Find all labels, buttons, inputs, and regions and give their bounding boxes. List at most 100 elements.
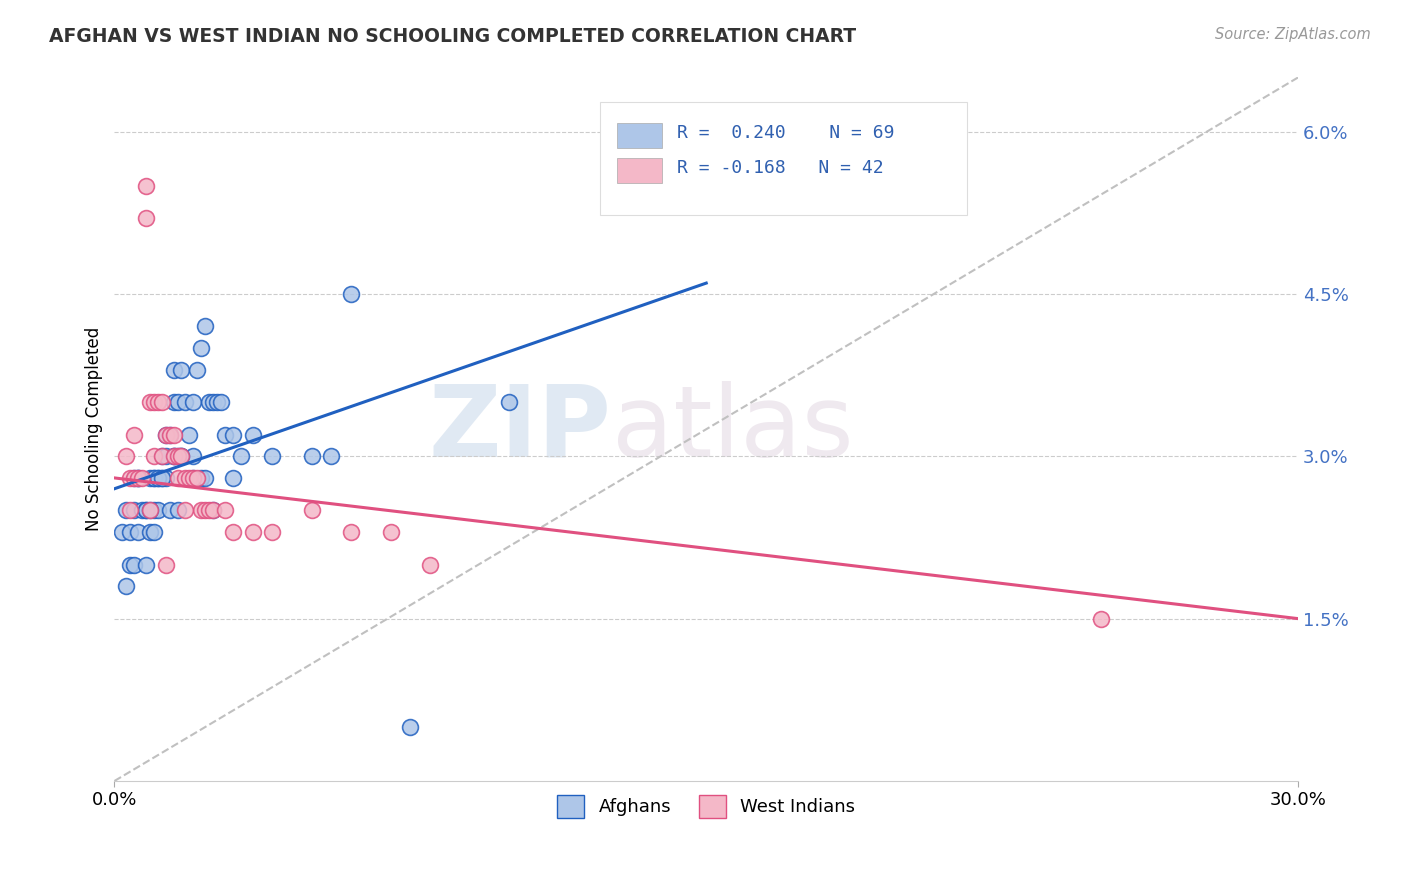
Point (162, 362, 184, 376)
Point (135, 178, 157, 193)
Point (174, 503, 197, 517)
Point (166, 471, 188, 485)
Point (155, 427, 177, 442)
Point (205, 395, 228, 409)
Point (419, 558, 441, 572)
Point (150, 450, 173, 464)
Y-axis label: No Schooling Completed: No Schooling Completed (86, 327, 103, 532)
Point (214, 503, 236, 517)
Point (340, 524, 363, 539)
Point (166, 450, 188, 464)
Point (131, 503, 153, 517)
Point (159, 427, 181, 442)
Point (170, 450, 193, 464)
Point (150, 450, 173, 464)
Point (186, 362, 208, 376)
Point (166, 395, 188, 409)
Point (194, 471, 217, 485)
Point (159, 427, 181, 442)
Point (142, 395, 165, 409)
Point (301, 503, 323, 517)
Point (120, 524, 142, 539)
Point (155, 471, 177, 485)
FancyBboxPatch shape (600, 102, 967, 215)
Point (122, 558, 145, 572)
Point (174, 471, 197, 485)
Point (146, 395, 169, 409)
Point (498, 395, 520, 409)
Point (190, 471, 212, 485)
Point (122, 471, 145, 485)
Point (222, 524, 245, 539)
Point (162, 395, 184, 409)
Point (162, 450, 184, 464)
Point (139, 503, 162, 517)
Point (120, 471, 142, 485)
Point (142, 471, 165, 485)
Point (120, 503, 142, 517)
FancyBboxPatch shape (617, 159, 662, 183)
Point (142, 471, 165, 485)
Point (181, 395, 204, 409)
Point (181, 471, 204, 485)
Point (198, 395, 221, 409)
Point (150, 471, 173, 485)
Point (155, 558, 177, 572)
Point (139, 471, 162, 485)
Point (170, 450, 193, 464)
Point (166, 503, 188, 517)
Point (179, 427, 201, 442)
Text: R = -0.168   N = 42: R = -0.168 N = 42 (676, 159, 883, 178)
Point (142, 524, 165, 539)
Point (214, 427, 236, 442)
Point (229, 450, 252, 464)
Point (198, 503, 221, 517)
Point (131, 471, 153, 485)
Text: R =  0.240    N = 69: R = 0.240 N = 69 (676, 124, 894, 142)
Point (179, 471, 201, 485)
Point (127, 471, 149, 485)
Point (162, 450, 184, 464)
Point (170, 450, 193, 464)
Point (150, 395, 173, 409)
Point (209, 395, 232, 409)
Point (155, 427, 177, 442)
Point (174, 395, 197, 409)
Point (186, 471, 208, 485)
Point (181, 471, 204, 485)
Point (399, 720, 422, 734)
Text: atlas: atlas (612, 381, 853, 478)
Text: AFGHAN VS WEST INDIAN NO SCHOOLING COMPLETED CORRELATION CHART: AFGHAN VS WEST INDIAN NO SCHOOLING COMPL… (49, 27, 856, 45)
Point (262, 524, 284, 539)
Point (127, 524, 149, 539)
Point (194, 503, 217, 517)
Point (115, 579, 138, 593)
Point (115, 503, 138, 517)
Point (190, 503, 212, 517)
Point (242, 524, 264, 539)
Point (262, 450, 284, 464)
Point (202, 395, 225, 409)
Point (190, 341, 212, 355)
Point (222, 427, 245, 442)
Point (142, 503, 165, 517)
Point (166, 450, 188, 464)
Point (150, 471, 173, 485)
Point (111, 524, 134, 539)
Legend: Afghans, West Indians: Afghans, West Indians (550, 789, 862, 825)
Point (135, 211, 157, 226)
Point (340, 287, 363, 301)
Point (162, 427, 184, 442)
Point (127, 471, 149, 485)
Point (135, 558, 157, 572)
Point (135, 503, 157, 517)
Point (115, 450, 138, 464)
Point (321, 450, 343, 464)
Point (122, 471, 145, 485)
FancyBboxPatch shape (617, 123, 662, 148)
Point (120, 558, 142, 572)
Point (170, 362, 193, 376)
Point (162, 450, 184, 464)
Point (139, 524, 162, 539)
Point (146, 471, 169, 485)
